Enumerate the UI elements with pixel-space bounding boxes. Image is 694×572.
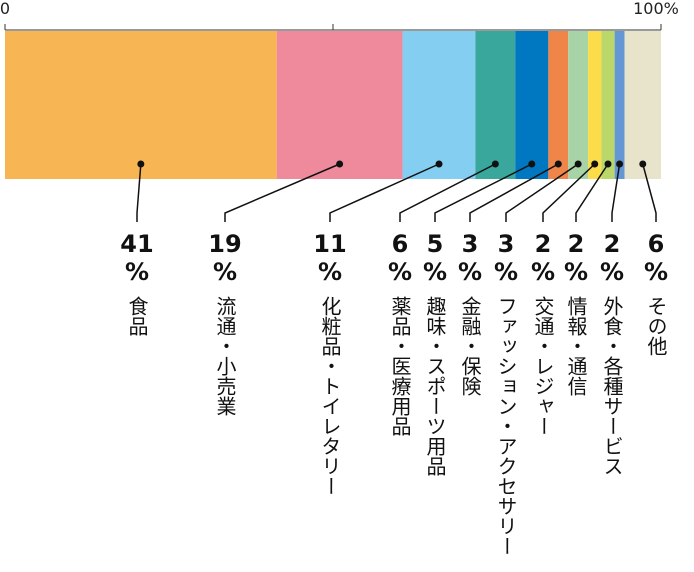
category-label-3: 薬品・医療用品 — [388, 296, 412, 436]
axis-tick-label-100: 100% — [633, 0, 679, 18]
value-label-9: 2 — [604, 230, 621, 258]
value-unit-9: % — [600, 258, 624, 286]
value-label-1: 19 — [208, 230, 241, 258]
leader-line-2 — [329, 163, 440, 222]
bar-segment-6 — [568, 31, 589, 179]
category-label-1: 流通・小売業 — [213, 296, 237, 416]
leader-line-8 — [575, 163, 609, 222]
bar-segment-9 — [614, 31, 625, 179]
value-unit-5: % — [458, 258, 482, 286]
value-label-3: 6 — [392, 230, 409, 258]
leader-line-0 — [136, 163, 142, 222]
value-unit-1: % — [213, 258, 237, 286]
leader-line-5 — [469, 163, 559, 222]
leader-line-7 — [542, 163, 596, 222]
bar-segment-8 — [601, 31, 615, 179]
value-unit-2: % — [318, 258, 342, 286]
leader-line-6 — [505, 163, 579, 222]
leader-line-9 — [611, 163, 621, 222]
segment-labels: 41% 食品 19% 流通・小売業 11% 化粧品・トイレタリー 6% 薬品・医療用品 5% 趣味… — [120, 230, 668, 556]
value-label-5: 3 — [462, 230, 479, 258]
leader-line-4 — [434, 163, 533, 222]
value-unit-6: % — [494, 258, 518, 286]
category-label-8: 情報・通信 — [564, 296, 588, 396]
leader-line-1 — [224, 163, 340, 222]
category-label-2: 化粧品・トイレタリー — [318, 296, 342, 496]
category-label-6: ファッション・アクセサリー — [494, 296, 518, 556]
bar-segment-3 — [475, 31, 516, 179]
value-label-7: 2 — [535, 230, 552, 258]
category-label-0: 食品 — [125, 296, 149, 336]
category-label-5: 金融・保険 — [458, 296, 482, 396]
value-unit-8: % — [564, 258, 588, 286]
bar-segment-4 — [515, 31, 549, 179]
value-unit-4: % — [423, 258, 447, 286]
category-label-10: その他 — [644, 296, 668, 356]
bar-segment-0 — [5, 31, 277, 179]
value-label-2: 11 — [313, 230, 346, 258]
bar-segment-7 — [588, 31, 602, 179]
value-unit-7: % — [531, 258, 555, 286]
bar-segment-5 — [548, 31, 569, 179]
value-unit-0: % — [125, 258, 149, 286]
leader-line-10 — [642, 163, 657, 222]
value-unit-10: % — [644, 258, 668, 286]
category-label-7: 交通・レジャー — [531, 296, 555, 436]
leader-line-3 — [399, 163, 496, 222]
bar-segment-1 — [276, 31, 403, 179]
leader-lines — [136, 160, 657, 222]
value-label-10: 6 — [648, 230, 665, 258]
value-label-6: 3 — [498, 230, 515, 258]
bar-segment-10 — [624, 31, 661, 179]
axis-tick-label-0: 0 — [0, 0, 10, 18]
value-label-0: 41 — [120, 230, 153, 258]
value-label-4: 5 — [427, 230, 444, 258]
value-label-8: 2 — [568, 230, 585, 258]
bar-segments — [5, 31, 661, 179]
category-label-4: 趣味・スポーツ用品 — [423, 296, 447, 476]
value-unit-3: % — [388, 258, 412, 286]
category-label-9: 外食・各種サービス — [600, 296, 624, 476]
bar-segment-2 — [402, 31, 476, 179]
